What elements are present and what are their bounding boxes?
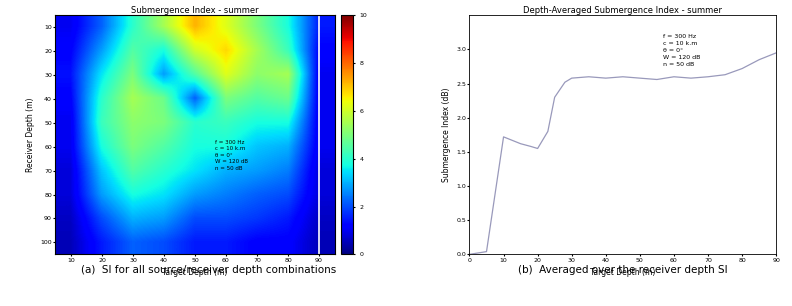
Y-axis label: Receiver Depth (m): Receiver Depth (m) (26, 98, 35, 172)
Title: Depth-Averaged Submergence Index - summer: Depth-Averaged Submergence Index - summe… (524, 6, 722, 14)
Y-axis label: Submergence Index (dB): Submergence Index (dB) (442, 88, 451, 182)
Text: f = 300 Hz
c = 10 k.m
θ = 0°
W = 120 dB
n = 50 dB: f = 300 Hz c = 10 k.m θ = 0° W = 120 dB … (215, 140, 248, 171)
X-axis label: Target Depth (m): Target Depth (m) (162, 268, 227, 277)
Text: (b)  Averaged over the receiver depth SI: (b) Averaged over the receiver depth SI (518, 265, 728, 275)
X-axis label: Target Depth (m): Target Depth (m) (590, 268, 656, 277)
Title: Submergence Index - summer: Submergence Index - summer (131, 6, 259, 14)
Text: (a)  SI for all source/receiver depth combinations: (a) SI for all source/receiver depth com… (81, 265, 337, 275)
Text: f = 300 Hz
c = 10 k.m
θ = 0°
W = 120 dB
n = 50 dB: f = 300 Hz c = 10 k.m θ = 0° W = 120 dB … (663, 34, 700, 67)
